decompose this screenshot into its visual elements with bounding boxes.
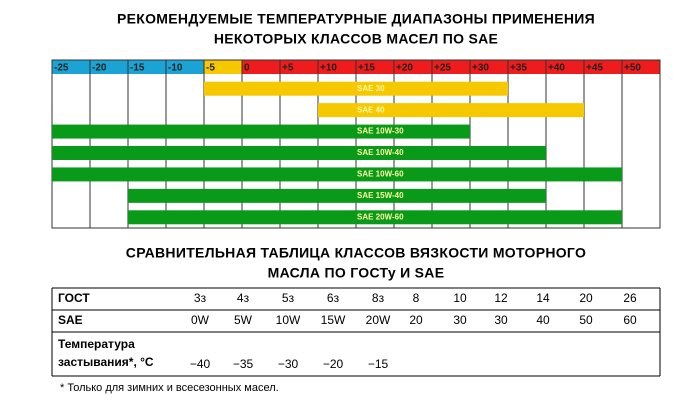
table-cell: −30 [278, 357, 299, 371]
table-title: СРАВНИТЕЛЬНАЯ ТАБЛИЦА КЛАССОВ ВЯЗКОСТИ М… [126, 245, 586, 261]
table-cell: 20 [409, 313, 423, 327]
axis-cell [166, 60, 204, 74]
x-tick-label: +15 [358, 63, 375, 74]
x-tick-label: 0 [244, 63, 250, 74]
range-bar [52, 167, 622, 182]
x-tick-label: -10 [168, 63, 183, 74]
row-header: SAE [58, 313, 83, 327]
bar-label: SAE 10W-40 [357, 148, 404, 157]
table-cell: 8з [372, 291, 385, 305]
axis-cell [90, 60, 128, 74]
range-bar [52, 124, 470, 139]
plot-frame [51, 59, 661, 229]
x-tick-label: +30 [472, 63, 489, 74]
table-cell: 20W [366, 313, 391, 327]
x-tick-label: +20 [396, 63, 413, 74]
table-cell: 50 [579, 313, 593, 327]
row-header: Температура [58, 337, 135, 351]
table-title: МАСЛА ПО ГОСТу И SAE [268, 265, 445, 281]
table-cell: 4з [237, 291, 250, 305]
table-cell: −35 [233, 357, 254, 371]
x-tick-label: -5 [206, 63, 215, 74]
row-header: застывания*, °C [58, 355, 154, 369]
row-header: ГОСТ [58, 291, 90, 305]
table-cell: 15W [321, 313, 346, 327]
bar-label: SAE 15W-40 [357, 191, 404, 200]
table-cell: 10W [276, 313, 301, 327]
axis-cell [470, 60, 508, 74]
table-cell: 0W [191, 313, 210, 327]
table-cell: 30 [453, 313, 467, 327]
x-tick-label: -15 [130, 63, 145, 74]
x-tick-label: +40 [548, 63, 565, 74]
range-bar [204, 81, 508, 96]
x-tick-label: +35 [510, 63, 527, 74]
table-cell: 14 [536, 291, 550, 305]
axis-cell [128, 60, 166, 74]
axis-cell [204, 60, 242, 74]
range-bar [128, 210, 622, 225]
axis-cell [622, 60, 660, 74]
table-cell: 5W [234, 313, 253, 327]
range-bar [128, 188, 546, 203]
table-cell: 20 [579, 291, 593, 305]
x-tick-label: +10 [320, 63, 337, 74]
table-cell: 60 [623, 313, 637, 327]
table-cell: 30 [494, 313, 508, 327]
axis-cell [546, 60, 584, 74]
axis-cell [318, 60, 356, 74]
table-cell: −40 [190, 357, 211, 371]
bar-label: SAE 10W-30 [357, 127, 404, 136]
x-tick-label: +50 [624, 63, 641, 74]
x-tick-label: +5 [282, 63, 294, 74]
x-tick-label: -25 [54, 63, 69, 74]
chart-title: РЕКОМЕНДУЕМЫЕ ТЕМПЕРАТУРНЫЕ ДИАПАЗОНЫ ПР… [117, 11, 595, 27]
range-bar [52, 146, 546, 160]
table-cell: 3з [194, 291, 207, 305]
table-cell: 6з [327, 291, 340, 305]
axis-cell [394, 60, 432, 74]
chart-title: НЕКОТОРЫХ КЛАССОВ МАСЕЛ ПО SAE [214, 31, 498, 47]
range-bar [318, 103, 584, 118]
table-cell: −15 [368, 357, 389, 371]
table-cell: 8 [413, 291, 420, 305]
table-cell: 26 [623, 291, 637, 305]
axis-cell [52, 60, 90, 74]
table-cell: 40 [536, 313, 550, 327]
table-cell: 10 [453, 291, 467, 305]
bar-label: SAE 30 [357, 84, 385, 93]
axis-cell [508, 60, 546, 74]
bar-label: SAE 40 [357, 105, 385, 114]
bar-label: SAE 10W-60 [357, 170, 404, 179]
axis-cell [432, 60, 470, 74]
table-cell: −20 [323, 357, 344, 371]
axis-cell [584, 60, 622, 74]
table-cell: 5з [282, 291, 295, 305]
x-tick-label: -20 [92, 63, 107, 74]
axis-cell [242, 60, 280, 74]
x-tick-label: +25 [434, 63, 451, 74]
bar-label: SAE 20W-60 [357, 212, 404, 221]
x-tick-label: +45 [586, 63, 603, 74]
axis-cell [280, 60, 318, 74]
table-cell: 12 [494, 291, 508, 305]
footnote: * Только для зимних и всесезонных масел. [60, 382, 279, 394]
axis-cell [356, 60, 394, 74]
